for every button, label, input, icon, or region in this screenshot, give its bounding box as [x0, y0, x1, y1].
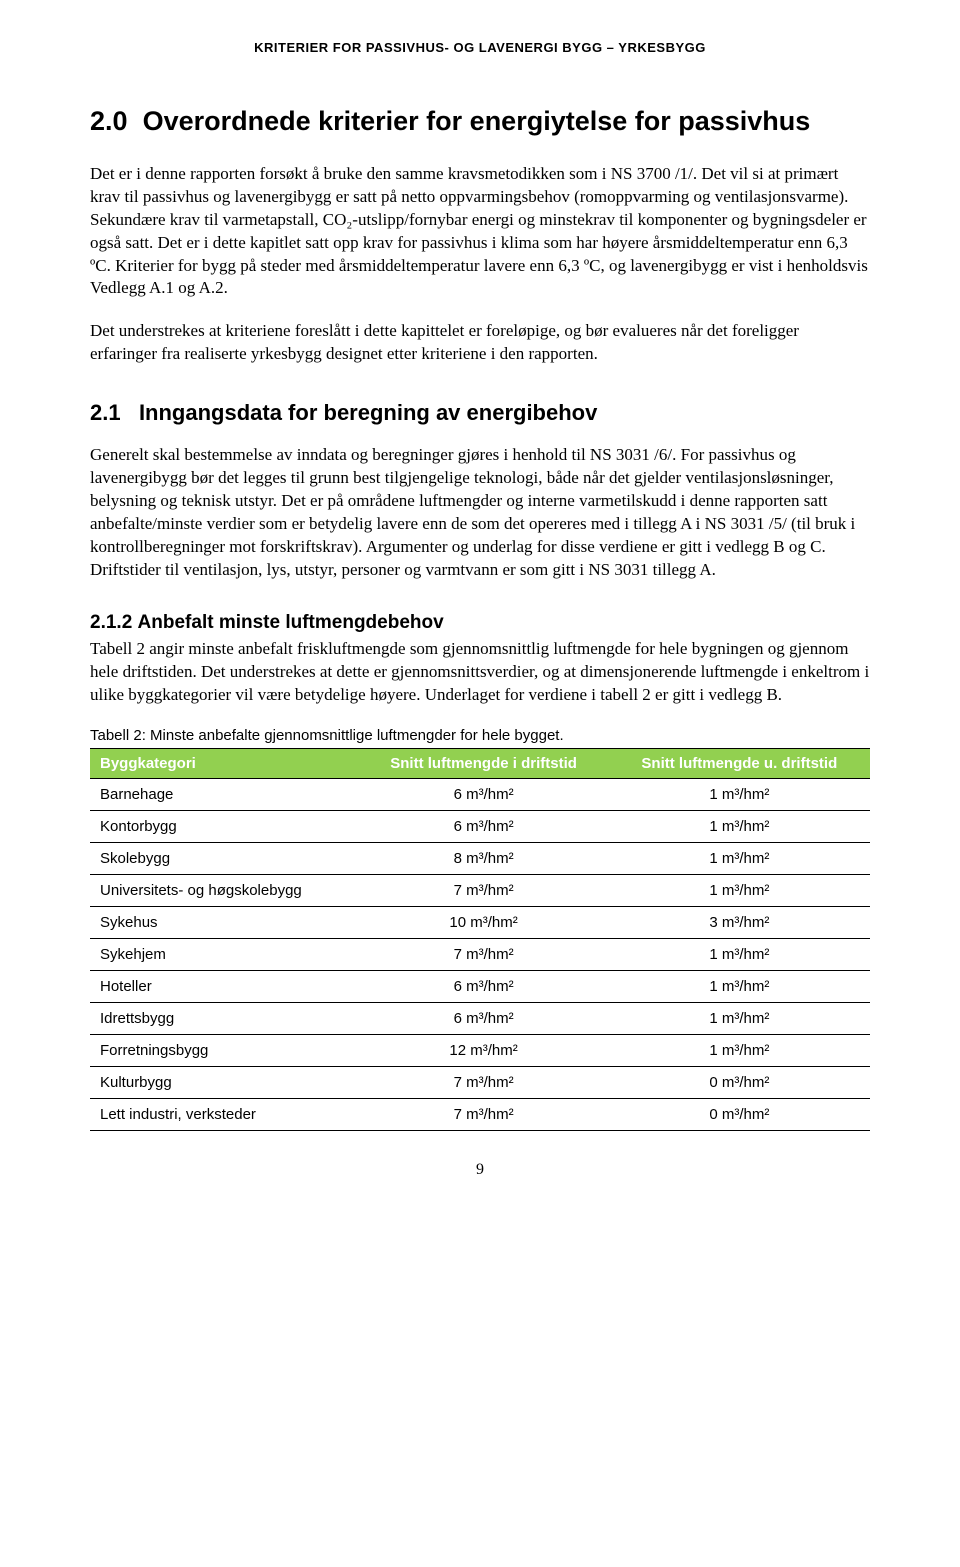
- subsection-21-paragraph: Generelt skal bestemmelse av inndata og …: [90, 444, 870, 582]
- table-cell-in: 6 m³/hm²: [358, 778, 608, 810]
- running-header: KRITERIER FOR PASSIVHUS- OG LAVENERGI BY…: [90, 40, 870, 55]
- table-cell-category: Kulturbygg: [90, 1066, 358, 1098]
- table-cell-category: Lett industri, verksteder: [90, 1098, 358, 1130]
- table-row: Sykehus10 m³/hm²3 m³/hm²: [90, 906, 870, 938]
- table-cell-in: 7 m³/hm²: [358, 1066, 608, 1098]
- table2-col-2: Snitt luftmengde u. driftstid: [609, 748, 870, 778]
- section-heading: Overordnede kriterier for energiytelse f…: [143, 106, 811, 136]
- table-row: Hoteller6 m³/hm²1 m³/hm²: [90, 970, 870, 1002]
- table-row: Lett industri, verksteder7 m³/hm²0 m³/hm…: [90, 1098, 870, 1130]
- subsection-21-number: 2.1: [90, 400, 121, 425]
- table-row: Forretningsbygg12 m³/hm²1 m³/hm²: [90, 1034, 870, 1066]
- table-cell-in: 10 m³/hm²: [358, 906, 608, 938]
- table2: Byggkategori Snitt luftmengde i driftsti…: [90, 748, 870, 1131]
- table-cell-in: 7 m³/hm²: [358, 874, 608, 906]
- page-number: 9: [90, 1161, 870, 1179]
- table-cell-in: 7 m³/hm²: [358, 1098, 608, 1130]
- section-paragraph-2: Det understrekes at kriteriene foreslått…: [90, 320, 870, 366]
- table-cell-out: 1 m³/hm²: [609, 1002, 870, 1034]
- subsection-212-number: 2.1.2: [90, 612, 132, 633]
- section-paragraph-1: Det er i denne rapporten forsøkt å bruke…: [90, 163, 870, 301]
- table-row: Idrettsbygg6 m³/hm²1 m³/hm²: [90, 1002, 870, 1034]
- table-cell-out: 0 m³/hm²: [609, 1066, 870, 1098]
- table-cell-category: Skolebygg: [90, 842, 358, 874]
- subsection-21-title: 2.1 Inngangsdata for beregning av energi…: [90, 400, 870, 426]
- subsection-212-heading: Anbefalt minste luftmengdebehov: [138, 612, 444, 633]
- page-container: KRITERIER FOR PASSIVHUS- OG LAVENERGI BY…: [0, 0, 960, 1219]
- table-cell-out: 1 m³/hm²: [609, 970, 870, 1002]
- subsection-212-paragraph: Tabell 2 angir minste anbefalt friskluft…: [90, 638, 870, 707]
- table-cell-category: Kontorbygg: [90, 810, 358, 842]
- table-cell-category: Barnehage: [90, 778, 358, 810]
- table-cell-out: 1 m³/hm²: [609, 842, 870, 874]
- subsection-212-title: 2.1.2 Anbefalt minste luftmengdebehov: [90, 612, 870, 634]
- table-cell-category: Sykehus: [90, 906, 358, 938]
- table-cell-in: 7 m³/hm²: [358, 938, 608, 970]
- table-cell-in: 6 m³/hm²: [358, 1002, 608, 1034]
- table-row: Sykehjem7 m³/hm²1 m³/hm²: [90, 938, 870, 970]
- table-cell-category: Forretningsbygg: [90, 1034, 358, 1066]
- table-cell-out: 1 m³/hm²: [609, 1034, 870, 1066]
- table2-col-0: Byggkategori: [90, 748, 358, 778]
- running-header-text: KRITERIER FOR PASSIVHUS- OG LAVENERGI BY…: [254, 40, 706, 55]
- table-cell-category: Universitets- og høgskolebygg: [90, 874, 358, 906]
- table-cell-category: Hoteller: [90, 970, 358, 1002]
- table-cell-in: 6 m³/hm²: [358, 810, 608, 842]
- subsection-21-heading: Inngangsdata for beregning av energibeho…: [139, 400, 597, 425]
- section-title: 2.0 Overordnede kriterier for energiytel…: [90, 105, 870, 139]
- table-cell-in: 6 m³/hm²: [358, 970, 608, 1002]
- table-cell-out: 1 m³/hm²: [609, 938, 870, 970]
- table-cell-out: 1 m³/hm²: [609, 810, 870, 842]
- table2-caption: Tabell 2: Minste anbefalte gjennomsnittl…: [90, 727, 870, 744]
- table-row: Kontorbygg6 m³/hm²1 m³/hm²: [90, 810, 870, 842]
- table-row: Universitets- og høgskolebygg7 m³/hm²1 m…: [90, 874, 870, 906]
- table-cell-out: 1 m³/hm²: [609, 778, 870, 810]
- section-number: 2.0: [90, 106, 128, 136]
- table-row: Barnehage6 m³/hm²1 m³/hm²: [90, 778, 870, 810]
- table-cell-category: Idrettsbygg: [90, 1002, 358, 1034]
- table-cell-out: 3 m³/hm²: [609, 906, 870, 938]
- table-cell-in: 12 m³/hm²: [358, 1034, 608, 1066]
- table-row: Kulturbygg7 m³/hm²0 m³/hm²: [90, 1066, 870, 1098]
- table-cell-out: 1 m³/hm²: [609, 874, 870, 906]
- table2-col-1: Snitt luftmengde i driftstid: [358, 748, 608, 778]
- table-cell-out: 0 m³/hm²: [609, 1098, 870, 1130]
- table-row: Skolebygg8 m³/hm²1 m³/hm²: [90, 842, 870, 874]
- table2-header-row: Byggkategori Snitt luftmengde i driftsti…: [90, 748, 870, 778]
- table-cell-in: 8 m³/hm²: [358, 842, 608, 874]
- table-cell-category: Sykehjem: [90, 938, 358, 970]
